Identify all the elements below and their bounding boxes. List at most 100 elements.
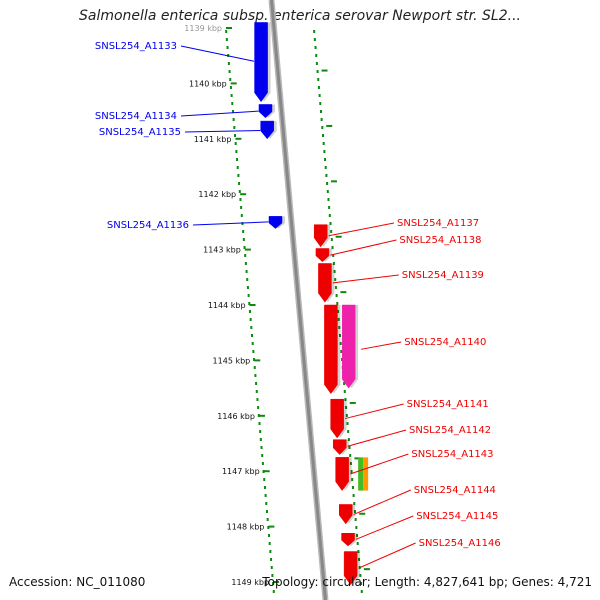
guide-dot-left bbox=[238, 190, 241, 193]
guide-dot-left bbox=[252, 350, 255, 353]
gene-snsl254_a1146[interactable] bbox=[343, 551, 361, 586]
guide-dot-left bbox=[259, 430, 262, 433]
guide-dot-right bbox=[319, 102, 322, 105]
guide-dot-right bbox=[356, 534, 359, 537]
gene-snsl254_a1133[interactable] bbox=[254, 22, 271, 103]
guide-dot-left bbox=[268, 534, 271, 537]
guide-dot-right bbox=[359, 574, 362, 577]
gene-features bbox=[254, 22, 369, 586]
rna-feature-magenta[interactable] bbox=[341, 304, 359, 389]
guide-dot-right bbox=[322, 134, 325, 137]
guide-dot-left bbox=[230, 94, 233, 97]
guide-dot-left bbox=[233, 126, 236, 129]
guide-dot-left bbox=[271, 574, 274, 577]
guide-dot-right bbox=[343, 390, 346, 393]
backbone bbox=[268, 0, 329, 600]
guide-dot-left bbox=[259, 438, 262, 441]
guide-dot-left bbox=[228, 70, 231, 73]
guide-dot-right bbox=[325, 174, 328, 177]
guide-dot-left bbox=[239, 198, 242, 201]
label-leader-line bbox=[360, 341, 402, 350]
guide-dot-right bbox=[350, 470, 353, 473]
gene-label[interactable]: SNSL254_A1142 bbox=[409, 425, 491, 436]
gene-label[interactable]: SNSL254_A1137 bbox=[397, 218, 479, 229]
gene-label[interactable]: SNSL254_A1140 bbox=[404, 337, 486, 348]
gene-label[interactable]: SNSL254_A1138 bbox=[399, 235, 481, 246]
guide-dot-right bbox=[339, 334, 342, 337]
gene-label[interactable]: SNSL254_A1139 bbox=[402, 270, 484, 281]
gene-snsl254_a1142[interactable] bbox=[332, 439, 350, 455]
scale-tick bbox=[235, 137, 242, 140]
scale-tick bbox=[230, 82, 237, 85]
gene-snsl254_a1138[interactable] bbox=[315, 248, 332, 263]
topology-text: Topology: circular; Length: 4,827,641 bp… bbox=[262, 575, 592, 589]
label-leader-line bbox=[180, 110, 259, 117]
guide-dot-left bbox=[226, 46, 229, 49]
gene-snsl254_a1134[interactable] bbox=[258, 104, 275, 119]
gene-label[interactable]: SNSL254_A1141 bbox=[407, 399, 489, 410]
guide-dot-right bbox=[360, 582, 363, 585]
guide-dot-left bbox=[229, 86, 232, 89]
rna-feature-green[interactable] bbox=[358, 457, 364, 491]
guide-tick-right bbox=[340, 291, 347, 294]
guide-dot-right bbox=[317, 86, 320, 89]
guide-dot-right bbox=[317, 78, 320, 81]
guide-dot-left bbox=[229, 78, 232, 81]
guide-dot-left bbox=[255, 382, 258, 385]
guide-dot-right bbox=[324, 166, 327, 169]
scale-tick bbox=[226, 27, 232, 29]
gene-label[interactable]: SNSL254_A1136 bbox=[107, 220, 189, 231]
guide-dot-left bbox=[248, 310, 251, 313]
guide-dot-right bbox=[358, 558, 361, 561]
gene-snsl254_a1136[interactable] bbox=[268, 216, 286, 229]
guide-dot-left bbox=[231, 110, 234, 113]
gene-label[interactable]: SNSL254_A1143 bbox=[411, 449, 493, 460]
gene-snsl254_a1139[interactable] bbox=[318, 263, 335, 303]
guide-dot-left bbox=[244, 262, 247, 265]
gene-label[interactable]: SNSL254_A1144 bbox=[414, 485, 496, 496]
guide-dot-right bbox=[333, 270, 336, 273]
gene-snsl254_a1134-shape bbox=[258, 104, 273, 119]
guide-dot-right bbox=[318, 94, 321, 97]
gene-snsl254_a1145[interactable] bbox=[341, 532, 358, 547]
guide-dot-right bbox=[353, 510, 356, 513]
guide-dot-right bbox=[360, 590, 363, 593]
scale-tick-label: 1139 kbp bbox=[184, 24, 222, 33]
gene-snsl254_a1143[interactable] bbox=[335, 457, 352, 492]
scale-tick-label: 1144 kbp bbox=[208, 301, 246, 310]
guide-dot-right bbox=[323, 150, 326, 153]
gene-snsl254_a1137[interactable] bbox=[313, 224, 331, 248]
gene-snsl254_a1144-shape bbox=[339, 504, 353, 525]
guide-tick-right bbox=[363, 568, 370, 571]
gene-snsl254_a1141[interactable] bbox=[330, 398, 347, 439]
guide-dot-right bbox=[315, 54, 318, 57]
guide-dot-right bbox=[356, 542, 359, 545]
guide-dot-left bbox=[231, 102, 234, 105]
guide-dot-right bbox=[319, 110, 322, 113]
guide-dot-right bbox=[328, 214, 331, 217]
gene-snsl254_a1144[interactable] bbox=[339, 504, 356, 525]
guide-dot-left bbox=[246, 286, 249, 289]
label-leader-line bbox=[349, 453, 409, 475]
label-leader-line bbox=[184, 129, 261, 133]
gene-label[interactable]: SNSL254_A1146 bbox=[419, 538, 501, 549]
guide-dot-left bbox=[244, 254, 247, 257]
label-leader-line bbox=[353, 489, 411, 515]
gene-label[interactable]: SNSL254_A1145 bbox=[416, 511, 498, 522]
guide-dot-right bbox=[338, 326, 341, 329]
gene-label[interactable]: SNSL254_A1134 bbox=[95, 111, 177, 122]
guide-dot-left bbox=[234, 134, 237, 137]
guide-dot-left bbox=[261, 454, 264, 457]
gene-snsl254_a1143-shape bbox=[335, 457, 349, 492]
gene-snsl254_a1140[interactable] bbox=[324, 304, 341, 395]
gene-label[interactable]: SNSL254_A1133 bbox=[95, 41, 177, 52]
guide-tick-right bbox=[330, 180, 337, 183]
rna-feature-orange[interactable] bbox=[363, 457, 369, 491]
guide-dot-left bbox=[249, 318, 252, 321]
guide-dot-left bbox=[263, 478, 266, 481]
gene-snsl254_a1135[interactable] bbox=[260, 120, 277, 140]
guide-tick-right bbox=[326, 124, 333, 127]
gene-label[interactable]: SNSL254_A1135 bbox=[99, 127, 181, 138]
guide-dot-right bbox=[345, 414, 348, 417]
guide-dot-right bbox=[334, 278, 337, 281]
